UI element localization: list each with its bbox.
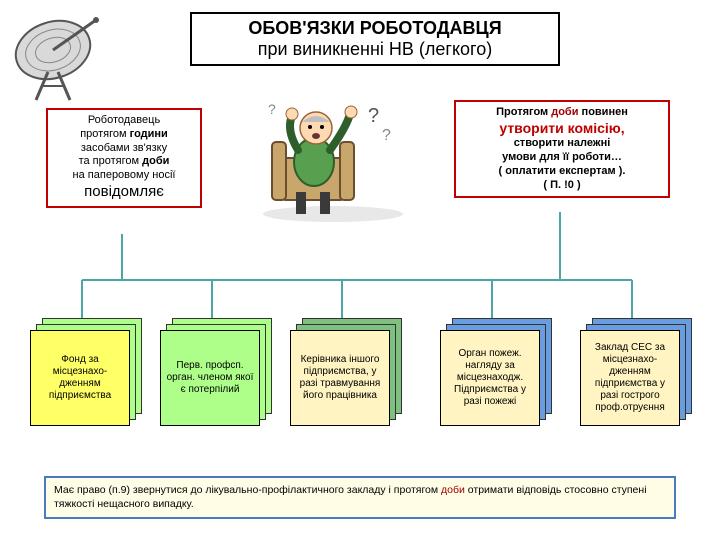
rb-l6: ( П. !0 ): [460, 179, 664, 193]
svg-text:?: ?: [268, 101, 276, 117]
lb-l6: повідомляє: [52, 183, 196, 202]
lb-l3: засобами зв'язку: [52, 142, 196, 156]
satellite-dish-icon: [8, 2, 128, 102]
recipient-stack-0: Фонд за місцезнахо-дженням підприємства: [30, 330, 138, 440]
recipient-stack-3: Орган пожеж. нагляду за місцезнаходж. Пі…: [440, 330, 548, 440]
lb-l2: протягом години: [52, 128, 196, 142]
rb-l1: Протягом доби повинен: [460, 106, 664, 120]
stack-front-text: Фонд за місцезнахо-дженням підприємства: [30, 330, 130, 426]
title-line2: при виникненні НВ (легкого): [198, 39, 552, 60]
svg-text:?: ?: [382, 127, 391, 144]
stack-front-text: Орган пожеж. нагляду за місцезнаходж. Пі…: [440, 330, 540, 426]
recipient-stack-1: Перв. профсп. орган. членом якої є потер…: [160, 330, 268, 440]
rb-l3: створити належні: [460, 137, 664, 151]
lb-l1: Роботодавець: [52, 114, 196, 128]
recipient-stack-4: Заклад СЕС за місцезнахо-дженням підприє…: [580, 330, 688, 440]
svg-text:?: ?: [368, 105, 379, 127]
stack-front-text: Керівника іншого підприємства, у разі тр…: [290, 330, 390, 426]
create-commission-box: Протягом доби повинен утворити комісію, …: [454, 100, 670, 198]
note-b: доби: [441, 484, 465, 496]
recipient-stack-2: Керівника іншого підприємства, у разі тр…: [290, 330, 398, 440]
stack-front-text: Заклад СЕС за місцезнахо-дженням підприє…: [580, 330, 680, 426]
title-line1: ОБОВ'ЯЗКИ РОБОТОДАВЦЯ: [198, 18, 552, 39]
rb-l5: ( оплатити експертам ).: [460, 165, 664, 179]
title-box: ОБОВ'ЯЗКИ РОБОТОДАВЦЯ при виникненні НВ …: [190, 12, 560, 66]
worried-man-icon: ? ? ?: [238, 92, 428, 222]
lb-l5: на паперовому носії: [52, 169, 196, 183]
bottom-note: Має право (п.9) звернутися до лікувально…: [44, 476, 676, 519]
employer-notifies-box: Роботодавець протягом години засобами зв…: [46, 108, 202, 208]
rb-l4: умови для її роботи…: [460, 151, 664, 165]
rb-l2: утворити комісію,: [460, 120, 664, 138]
stack-front-text: Перв. профсп. орган. членом якої є потер…: [160, 330, 260, 426]
lb-l4: та протягом доби: [52, 155, 196, 169]
note-a: Має право (п.9) звернутися до лікувально…: [54, 484, 441, 496]
